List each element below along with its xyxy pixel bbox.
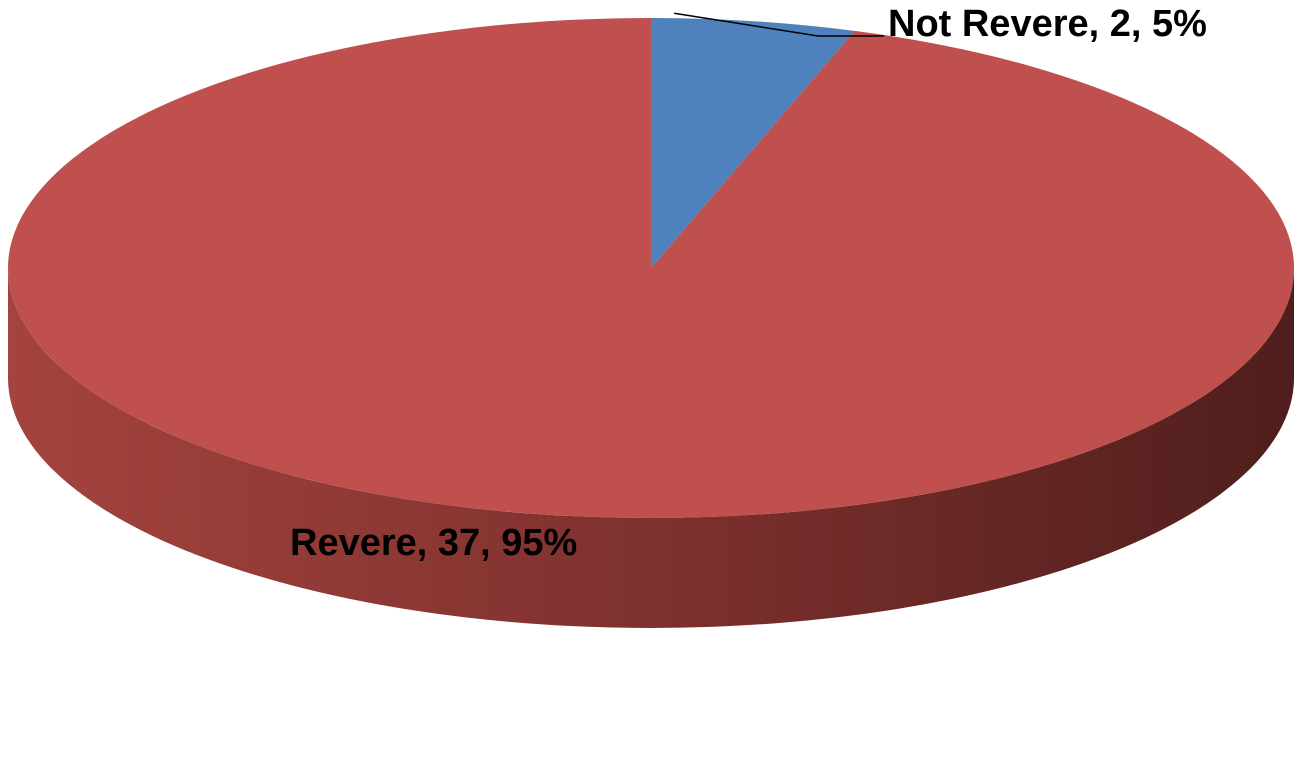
pie-slice-revere — [7, 18, 1294, 518]
pie-data-labels: Not Revere, 2, 5% Revere, 37, 95% — [290, 3, 1207, 564]
pie-side-wall — [8, 268, 1294, 628]
data-label-revere: Revere, 37, 95% — [290, 522, 577, 564]
data-label-not-revere: Not Revere, 2, 5% — [888, 3, 1207, 45]
pie-side-wall-shape — [8, 268, 1294, 628]
leader-line-not-revere — [674, 12, 884, 37]
pie-top-faces — [7, 18, 1294, 518]
pie-slice-not-revere — [651, 18, 855, 268]
